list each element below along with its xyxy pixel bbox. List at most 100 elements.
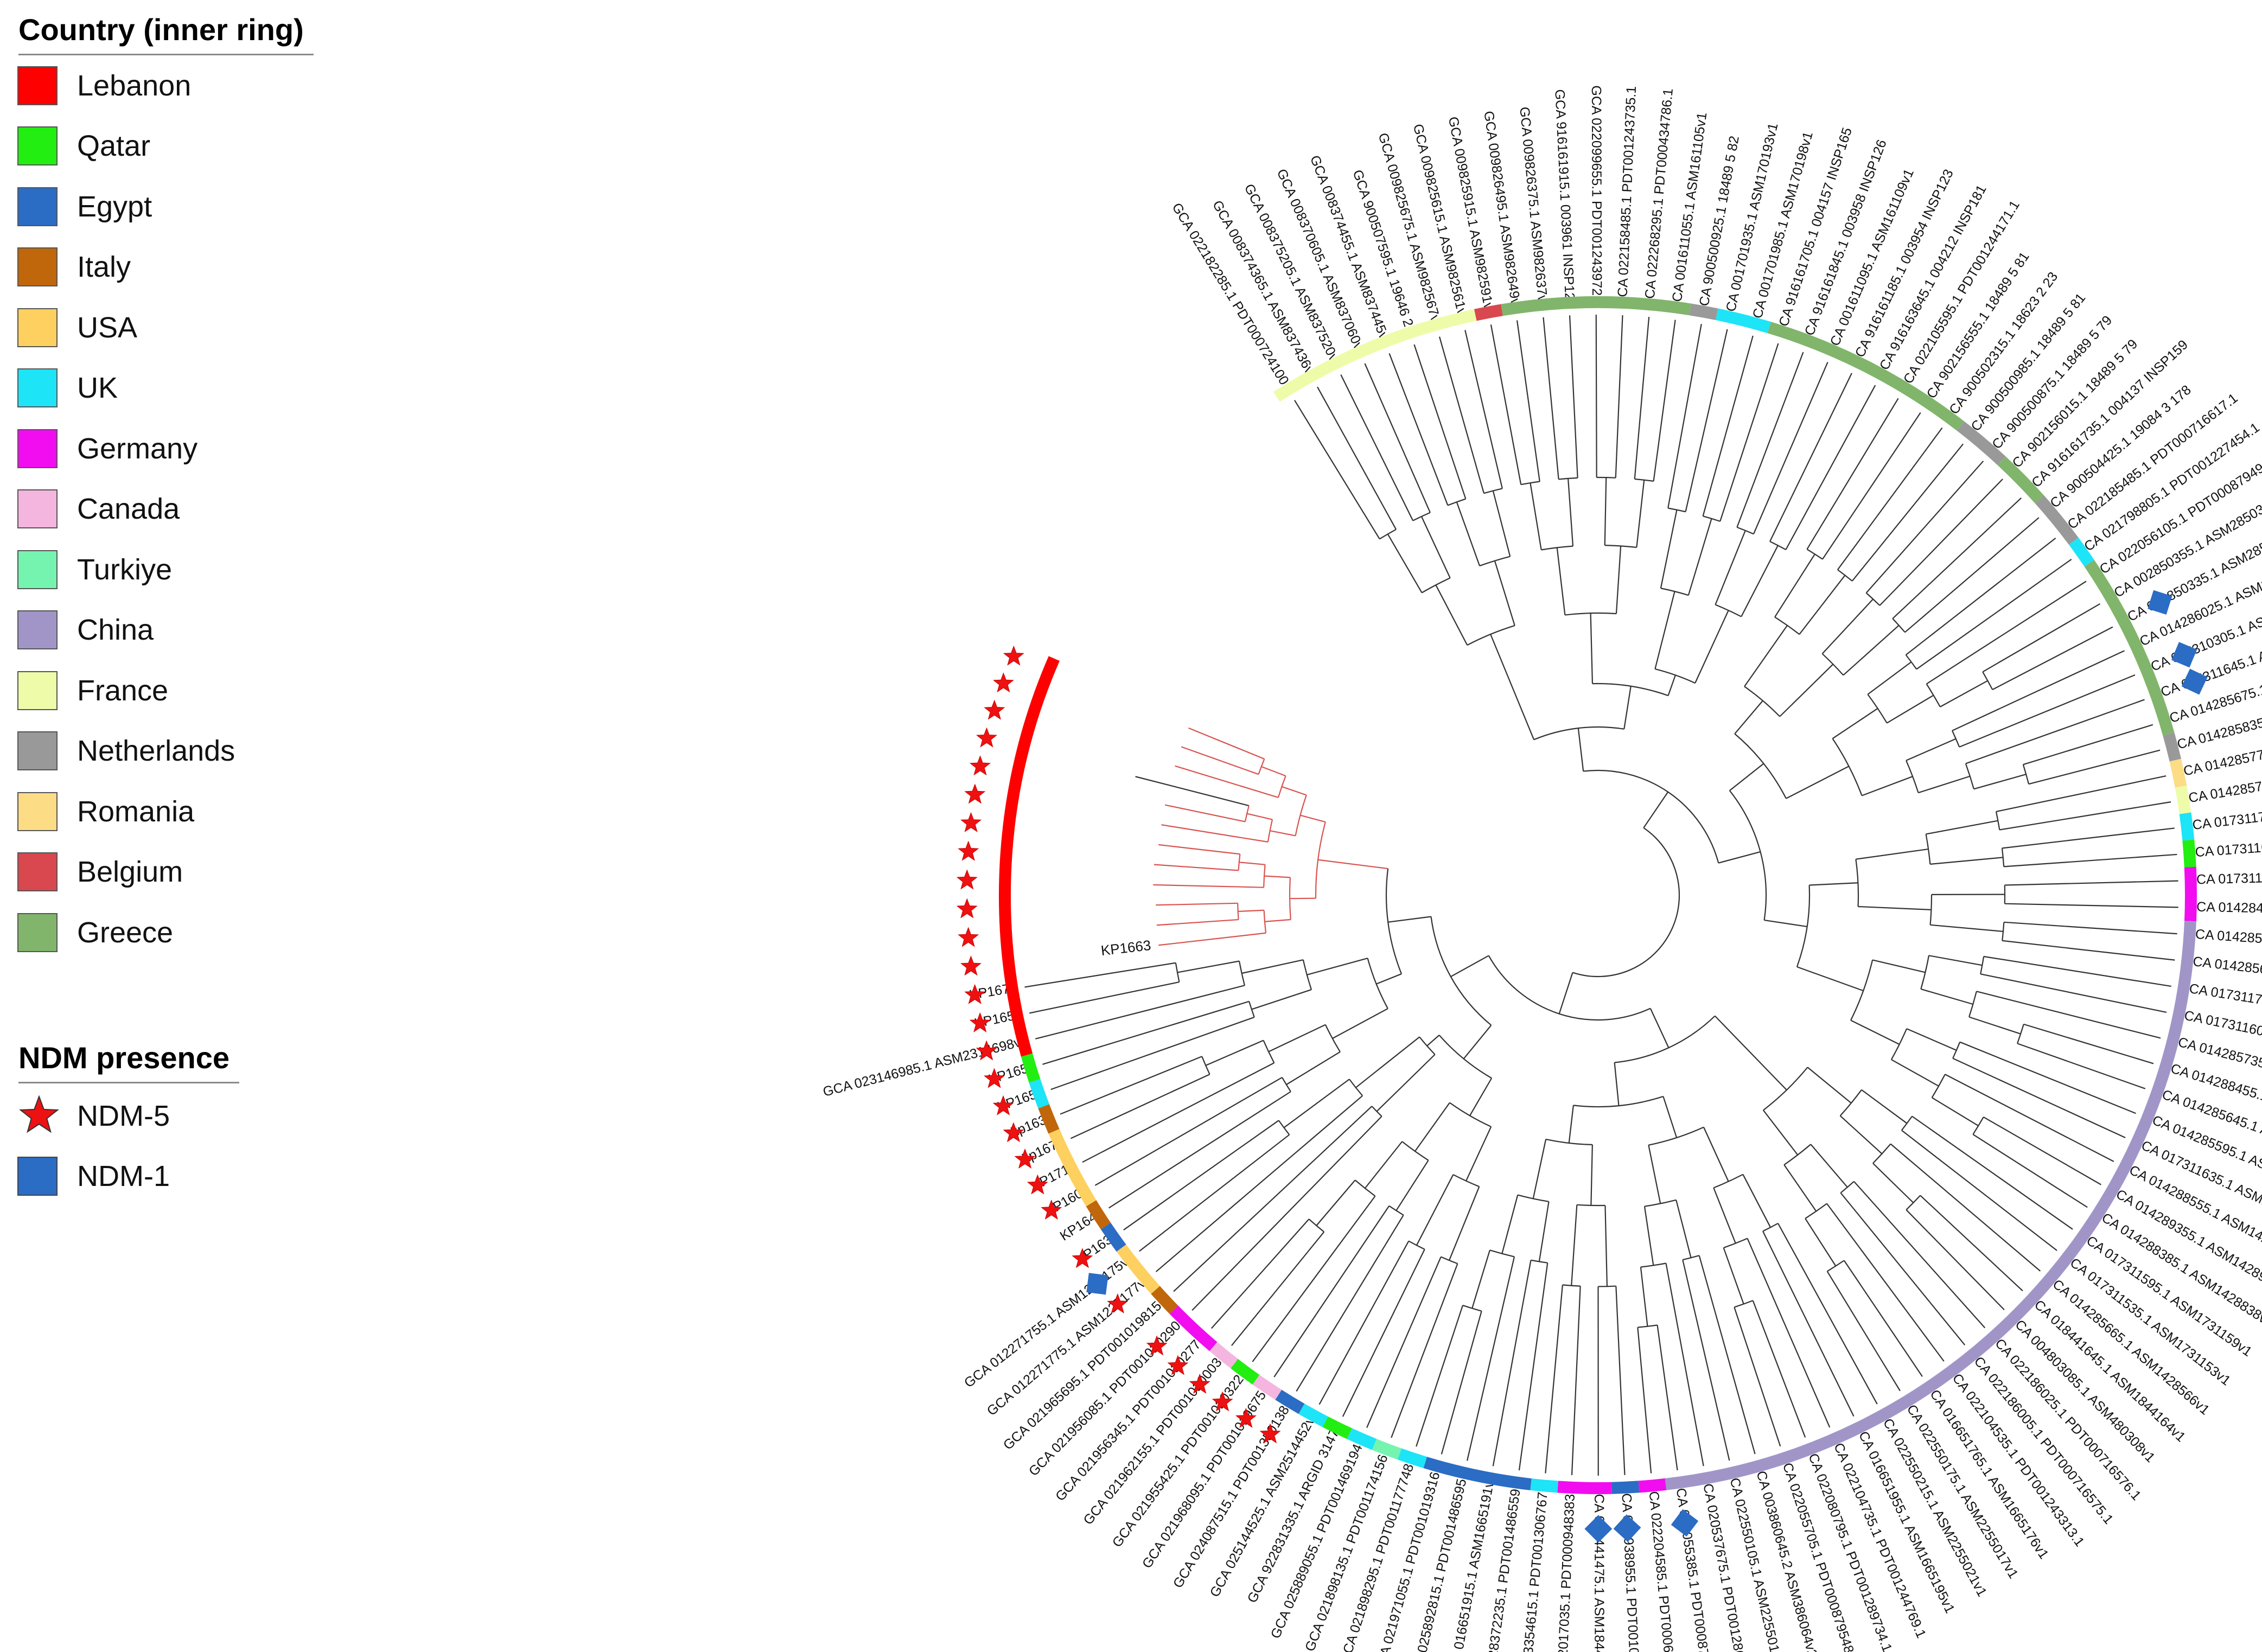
country-ring-segment: [2069, 537, 2094, 567]
country-legend-item: Canada: [9, 479, 323, 540]
country-ring-segment: [1151, 1286, 1178, 1314]
internal-branch: [1807, 1067, 1852, 1104]
country-label: Egypt: [77, 190, 152, 223]
tip-branch: [1158, 932, 1266, 946]
tip-branch: [1736, 352, 1804, 528]
internal-branch: [1774, 553, 1815, 618]
country-ring-segment: [1086, 1200, 1111, 1229]
internal-branch: [1850, 1019, 1900, 1045]
internal-branch: [1675, 1200, 1692, 1258]
tip-branch: [1920, 1195, 2023, 1292]
tip-branch: [2028, 749, 2161, 785]
internal-branch: [1465, 1126, 1492, 1182]
tip-branch: [2004, 880, 2178, 886]
ndm5-star-marker: [956, 898, 978, 919]
internal-branch: [1932, 1097, 1979, 1126]
tip-branch: [1595, 315, 1597, 478]
internal-arc: [1238, 961, 1245, 986]
internal-arc: [1952, 730, 1960, 748]
country-ring-segment: [2169, 758, 2187, 788]
tip-label: GCA 022099655.1 PDT001243972.1: [1589, 85, 1604, 307]
internal-arc: [1596, 476, 1616, 479]
ndm-markers: [956, 590, 2208, 1543]
tip-branch: [1154, 864, 1239, 871]
internal-branch: [1926, 820, 1998, 835]
tip-branch: [1153, 884, 1264, 888]
internal-arc: [1737, 526, 1754, 535]
color-swatch: [17, 852, 58, 892]
tip-branch: [2023, 1023, 2154, 1064]
country-legend-title: Country (inner ring): [18, 0, 314, 55]
country-ring-segment: [1231, 1358, 1260, 1385]
tip-branch: [1806, 398, 1899, 550]
internal-branch: [1205, 1039, 1264, 1066]
color-swatch: [17, 308, 58, 347]
tip-branch: [1543, 317, 1559, 480]
tip-label: GCA 916161915.1 003961 INSP127: [1552, 89, 1578, 308]
tip-branch: [1158, 844, 1240, 855]
internal-branch: [1177, 960, 1240, 973]
internal-branch: [1286, 1051, 1341, 1086]
tree-branches: [1024, 315, 2178, 1476]
internal-branch: [1388, 916, 1431, 923]
blue-square-icon: [17, 1157, 58, 1196]
internal-branch: [1861, 1089, 1908, 1124]
country-legend-item: France: [9, 660, 323, 721]
internal-arc: [1562, 1284, 1581, 1287]
internal-branch: [1636, 480, 1645, 548]
internal-branch: [1930, 924, 2004, 932]
internal-arc: [1821, 653, 1844, 676]
tip-branch: [1438, 336, 1484, 494]
tip-label: GCA 014284855.1 ASM1428485v1: [2185, 899, 2262, 919]
country-label: Lebanon: [77, 69, 192, 102]
ndm1-square-marker: [2148, 590, 2172, 615]
ndm5-star-marker: [1189, 1373, 1210, 1394]
internal-branch: [1490, 634, 1535, 740]
internal-arc: [1839, 1089, 1862, 1117]
country-label: France: [77, 674, 169, 707]
color-swatch: [17, 368, 58, 408]
internal-branch: [1264, 919, 1291, 922]
color-swatch: [17, 550, 58, 589]
internal-arc: [1263, 1040, 1275, 1063]
tip-branch: [1952, 1057, 2126, 1139]
country-ring-segment: [1689, 303, 1718, 321]
country-ring-segment: [1100, 1222, 1126, 1252]
internal-arc: [1282, 1077, 1291, 1092]
internal-branch: [1414, 1102, 1450, 1152]
country-ring-segment: [1474, 304, 1503, 321]
internal-branch: [1270, 830, 1296, 837]
tip-branch: [1667, 323, 1702, 508]
ndm5-legend-item: NDM-5: [9, 1086, 249, 1146]
internal-arc: [1438, 1035, 1492, 1079]
tip-branch: [1155, 1095, 1363, 1272]
internal-branch: [1799, 575, 1846, 635]
tip-branch: [1976, 991, 2161, 1039]
country-ring-segment: [2035, 495, 2079, 545]
tip-branch: [1615, 1286, 1626, 1475]
internal-branch: [1317, 859, 1388, 870]
internal-branch: [1420, 516, 1451, 578]
tip-label: GCA 022268295.1 PDT000434786.1: [1641, 88, 1676, 310]
tip-branch: [1719, 343, 1779, 522]
tip-branch: [2004, 921, 2177, 935]
internal-branch: [1416, 1174, 1454, 1246]
internal-branch: [1364, 1141, 1403, 1189]
ndm5-star-marker: [1027, 1174, 1048, 1195]
tip-branch: [1637, 1327, 1652, 1474]
internal-arc: [1558, 477, 1578, 480]
ndm5-star-marker: [976, 727, 997, 748]
internal-branch: [1928, 955, 1983, 966]
tip-branch: [1191, 1115, 1382, 1311]
internal-branch: [1316, 1179, 1356, 1226]
internal-branch: [1471, 1250, 1490, 1309]
internal-arc: [1533, 726, 1624, 741]
ndm1-square-marker: [1671, 1509, 1699, 1537]
internal-branch: [1492, 490, 1511, 557]
ndm1-label: NDM-1: [77, 1160, 170, 1193]
tip-branch: [1391, 1263, 1458, 1438]
internal-branch: [1494, 560, 1515, 626]
tip-branch: [1853, 1181, 1986, 1329]
tip-branch: [1911, 1115, 2073, 1230]
internal-branch: [1290, 897, 1316, 900]
